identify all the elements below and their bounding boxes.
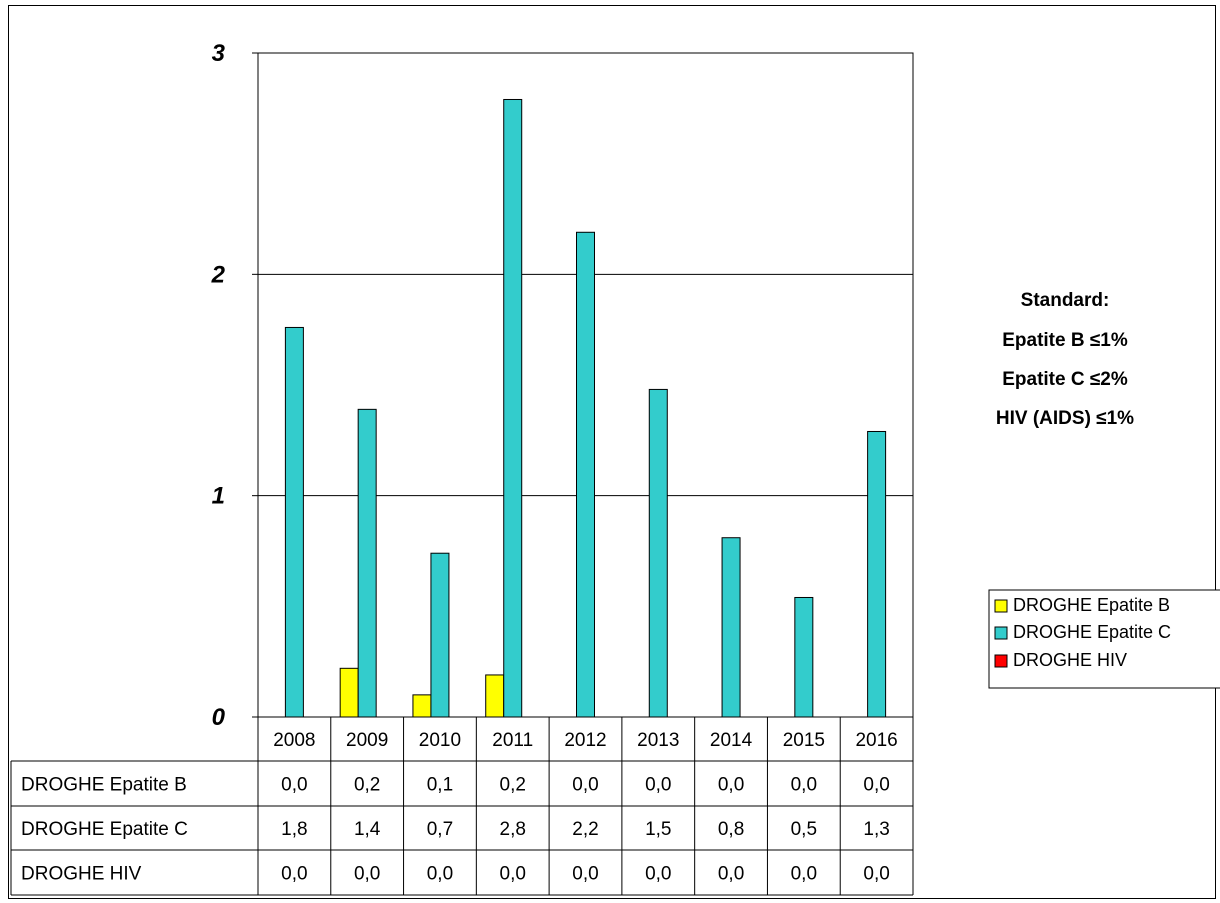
data-label: 1,5 [645, 819, 671, 840]
y-tick-label: 1 [212, 483, 225, 510]
data-label: 0,0 [791, 864, 817, 885]
bar [721, 537, 741, 718]
data-label: 0,1 [427, 775, 453, 796]
category-label: 2009 [346, 730, 388, 751]
category-label: 2012 [564, 730, 606, 751]
data-label: 0,0 [791, 775, 817, 796]
data-label: 1,4 [354, 819, 381, 840]
bar [430, 552, 450, 718]
bar [357, 408, 377, 718]
bar [794, 596, 814, 718]
data-label: 0,0 [572, 775, 598, 796]
data-label: 1,3 [863, 819, 889, 840]
legend-label: DROGHE HIV [1013, 650, 1127, 670]
data-label: 0,5 [791, 819, 817, 840]
standard-note-line: Epatite C ≤2% [1002, 369, 1128, 390]
bar [412, 694, 432, 718]
data-label: 0,0 [863, 864, 889, 885]
data-label: 0,0 [718, 775, 744, 796]
category-label: 2015 [783, 730, 825, 751]
table-series-name: DROGHE Epatite B [21, 775, 187, 796]
data-label: 0,0 [863, 775, 889, 796]
category-label: 2010 [419, 730, 461, 751]
data-label: 0,0 [354, 864, 380, 885]
data-label: 0,0 [281, 775, 307, 796]
bar [339, 667, 359, 718]
legend-box [988, 589, 1220, 689]
category-label: 2011 [492, 730, 533, 751]
data-label: 1,8 [281, 819, 307, 840]
bar [503, 98, 523, 718]
standard-note-line: Epatite B ≤1% [1002, 330, 1128, 351]
data-label: 2,8 [500, 819, 526, 840]
data-label: 0,2 [354, 775, 380, 796]
category-label: 2013 [637, 730, 679, 751]
data-label: 0,2 [500, 775, 526, 796]
category-label: 2008 [273, 730, 315, 751]
legend-swatch [994, 654, 1008, 668]
bar [485, 674, 505, 718]
data-label: 0,0 [645, 864, 671, 885]
legend-swatch [994, 599, 1008, 613]
data-label: 0,0 [427, 864, 453, 885]
data-label: 2,2 [572, 819, 598, 840]
standard-note-line: Standard: [1021, 290, 1110, 311]
data-label: 0,0 [645, 775, 671, 796]
data-label: 0,8 [718, 819, 744, 840]
category-label: 2016 [855, 730, 897, 751]
data-label: 0,0 [572, 864, 598, 885]
table-series-name: DROGHE Epatite C [21, 819, 188, 840]
data-label: 0,0 [500, 864, 526, 885]
table-series-name: DROGHE HIV [21, 864, 142, 885]
bar [648, 388, 668, 718]
bar [867, 430, 887, 718]
chart-frame [8, 5, 1216, 899]
standard-note-line: HIV (AIDS) ≤1% [996, 408, 1134, 429]
y-tick-label: 2 [211, 261, 226, 288]
bar [576, 231, 595, 718]
legend-label: DROGHE Epatite C [1013, 622, 1171, 642]
legend-label: DROGHE Epatite B [1013, 595, 1170, 615]
legend-swatch [994, 626, 1008, 640]
y-tick-label: 3 [212, 40, 226, 67]
data-label: 0,0 [281, 864, 307, 885]
bar [284, 326, 304, 718]
y-tick-label: 0 [212, 704, 226, 731]
category-label: 2014 [710, 730, 753, 751]
data-label: 0,0 [718, 864, 744, 885]
data-label: 0,7 [427, 819, 453, 840]
